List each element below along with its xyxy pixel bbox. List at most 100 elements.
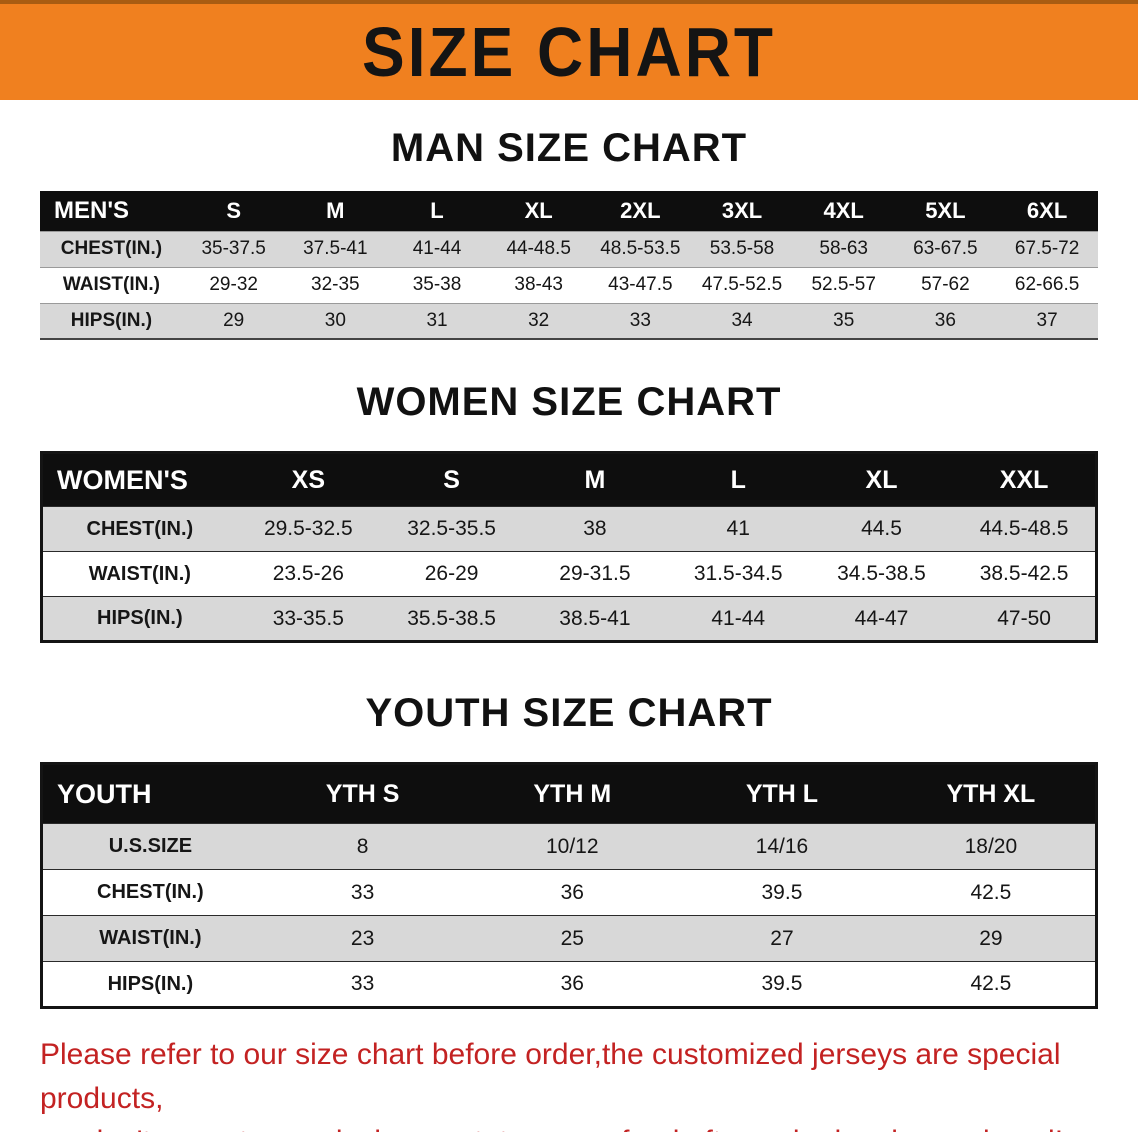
row-label-cell: CHEST(IN.) <box>40 230 183 267</box>
value-cell: 32.5-35.5 <box>379 506 524 552</box>
value-cell: 32 <box>487 302 590 339</box>
size-header-cell: XXL <box>953 452 1097 507</box>
value-cell: 48.5-53.5 <box>589 230 692 267</box>
size-header-cell: 4XL <box>792 191 895 231</box>
value-cell: 35-37.5 <box>182 230 285 267</box>
size-header-cell: YTH M <box>467 763 678 824</box>
table-header-row: MEN'S S M L XL 2XL 3XL 4XL 5XL 6XL <box>40 191 1098 231</box>
value-cell: 8 <box>257 823 468 870</box>
youth-size-chart-heading: YOUTH SIZE CHART <box>365 691 773 735</box>
value-cell: 29.5-32.5 <box>236 506 380 552</box>
value-cell: 38.5-41 <box>523 596 667 642</box>
measurement-row: U.S.SIZE 8 10/12 14/16 18/20 <box>41 823 1097 870</box>
table-header-row: WOMEN'S XS S M L XL XXL <box>41 452 1097 507</box>
value-cell: 41-44 <box>386 230 488 267</box>
size-header-cell: L <box>386 191 488 231</box>
value-cell: 29-31.5 <box>523 551 667 597</box>
value-cell: 37.5-41 <box>284 230 387 267</box>
row-label-cell: CHEST(IN.) <box>41 506 237 552</box>
value-cell: 34 <box>691 302 793 339</box>
value-cell: 33 <box>257 869 468 916</box>
size-header-cell: 6XL <box>996 191 1098 231</box>
man-size-chart-heading: MAN SIZE CHART <box>390 126 748 170</box>
value-cell: 18/20 <box>886 823 1097 870</box>
value-cell: 33 <box>257 961 468 1008</box>
value-cell: 63-67.5 <box>894 230 997 267</box>
value-cell: 38-43 <box>487 266 590 303</box>
women-size-table: WOMEN'S XS S M L XL XXL CHEST(IN.) 29.5-32.5 32.5… <box>40 451 1098 643</box>
size-header-cell: YTH XL <box>886 763 1097 824</box>
value-cell: 42.5 <box>886 869 1097 916</box>
value-cell: 62-66.5 <box>996 266 1098 303</box>
size-header-cell: 2XL <box>589 191 692 231</box>
youth-size-table: YOUTH YTH S YTH M YTH L YTH XL U.S.SIZE 8 10/12… <box>40 762 1098 1009</box>
row-label-cell: U.S.SIZE <box>41 823 258 870</box>
value-cell: 44.5 <box>809 506 954 552</box>
value-cell: 44.5-48.5 <box>953 506 1097 552</box>
value-cell: 33 <box>589 302 692 339</box>
size-header-cell: S <box>379 452 524 507</box>
value-cell: 31 <box>386 302 488 339</box>
value-cell: 35.5-38.5 <box>379 596 524 642</box>
row-label-cell: WAIST(IN.) <box>40 266 183 303</box>
size-header-cell: M <box>284 191 387 231</box>
value-cell: 52.5-57 <box>792 266 895 303</box>
value-cell: 31.5-34.5 <box>666 551 810 597</box>
value-cell: 32-35 <box>284 266 387 303</box>
measurement-row: CHEST(IN.) 33 36 39.5 42.5 <box>41 869 1097 916</box>
value-cell: 44-47 <box>809 596 954 642</box>
size-header-cell: YTH S <box>257 763 468 824</box>
disclaimer: Please refer to our size chart before or… <box>40 1033 1098 1132</box>
measurement-row: HIPS(IN.) 29 30 31 32 33 34 35 36 37 <box>40 302 1098 339</box>
value-cell: 47.5-52.5 <box>691 266 793 303</box>
banner: SIZE CHART <box>0 0 1138 100</box>
value-cell: 29-32 <box>182 266 285 303</box>
value-cell: 44-48.5 <box>487 230 590 267</box>
table-title-cell: MEN'S <box>40 191 183 231</box>
row-label-cell: HIPS(IN.) <box>40 302 183 339</box>
page-title: SIZE CHART <box>362 13 776 91</box>
row-label-cell: WAIST(IN.) <box>41 551 237 597</box>
size-header-cell: L <box>666 452 810 507</box>
value-cell: 34.5-38.5 <box>809 551 954 597</box>
measurement-row: HIPS(IN.) 33 36 39.5 42.5 <box>41 961 1097 1008</box>
value-cell: 38 <box>523 506 667 552</box>
value-cell: 38.5-42.5 <box>953 551 1097 597</box>
value-cell: 27 <box>677 915 887 962</box>
value-cell: 35 <box>792 302 895 339</box>
size-header-cell: 5XL <box>894 191 997 231</box>
row-label-cell: WAIST(IN.) <box>41 915 258 962</box>
measurement-row: WAIST(IN.) 29-32 32-35 35-38 38-43 43-47.5 47.… <box>40 266 1098 303</box>
measurement-row: CHEST(IN.) 29.5-32.5 32.5-35.5 38 41 44.5 44.5… <box>41 506 1097 552</box>
size-header-cell: YTH L <box>677 763 887 824</box>
value-cell: 36 <box>467 869 678 916</box>
value-cell: 53.5-58 <box>691 230 793 267</box>
table-title-cell: WOMEN'S <box>41 452 237 507</box>
measurement-row: WAIST(IN.) 23 25 27 29 <box>41 915 1097 962</box>
measurement-row: WAIST(IN.) 23.5-26 26-29 29-31.5 31.5-34.5 34… <box>41 551 1097 597</box>
value-cell: 35-38 <box>386 266 488 303</box>
value-cell: 10/12 <box>467 823 678 870</box>
value-cell: 42.5 <box>886 961 1097 1008</box>
value-cell: 29 <box>886 915 1097 962</box>
value-cell: 47-50 <box>953 596 1097 642</box>
value-cell: 41-44 <box>666 596 810 642</box>
row-label-cell: HIPS(IN.) <box>41 961 258 1008</box>
value-cell: 33-35.5 <box>236 596 380 642</box>
value-cell: 39.5 <box>677 961 887 1008</box>
value-cell: 43-47.5 <box>589 266 692 303</box>
row-label-cell: HIPS(IN.) <box>41 596 237 642</box>
value-cell: 36 <box>894 302 997 339</box>
size-header-cell: 3XL <box>691 191 793 231</box>
size-header-cell: S <box>182 191 285 231</box>
table-title-cell: YOUTH <box>41 763 258 824</box>
disclaimer-line-2: we don't accept cancel, change, teturn o… <box>40 1120 1098 1132</box>
measurement-row: HIPS(IN.) 33-35.5 35.5-38.5 38.5-41 41-44 44-… <box>41 596 1097 642</box>
value-cell: 37 <box>996 302 1098 339</box>
size-header-cell: XL <box>809 452 954 507</box>
disclaimer-line-1: Please refer to our size chart before or… <box>40 1038 1061 1115</box>
value-cell: 25 <box>467 915 678 962</box>
row-label-cell: CHEST(IN.) <box>41 869 258 916</box>
value-cell: 58-63 <box>792 230 895 267</box>
